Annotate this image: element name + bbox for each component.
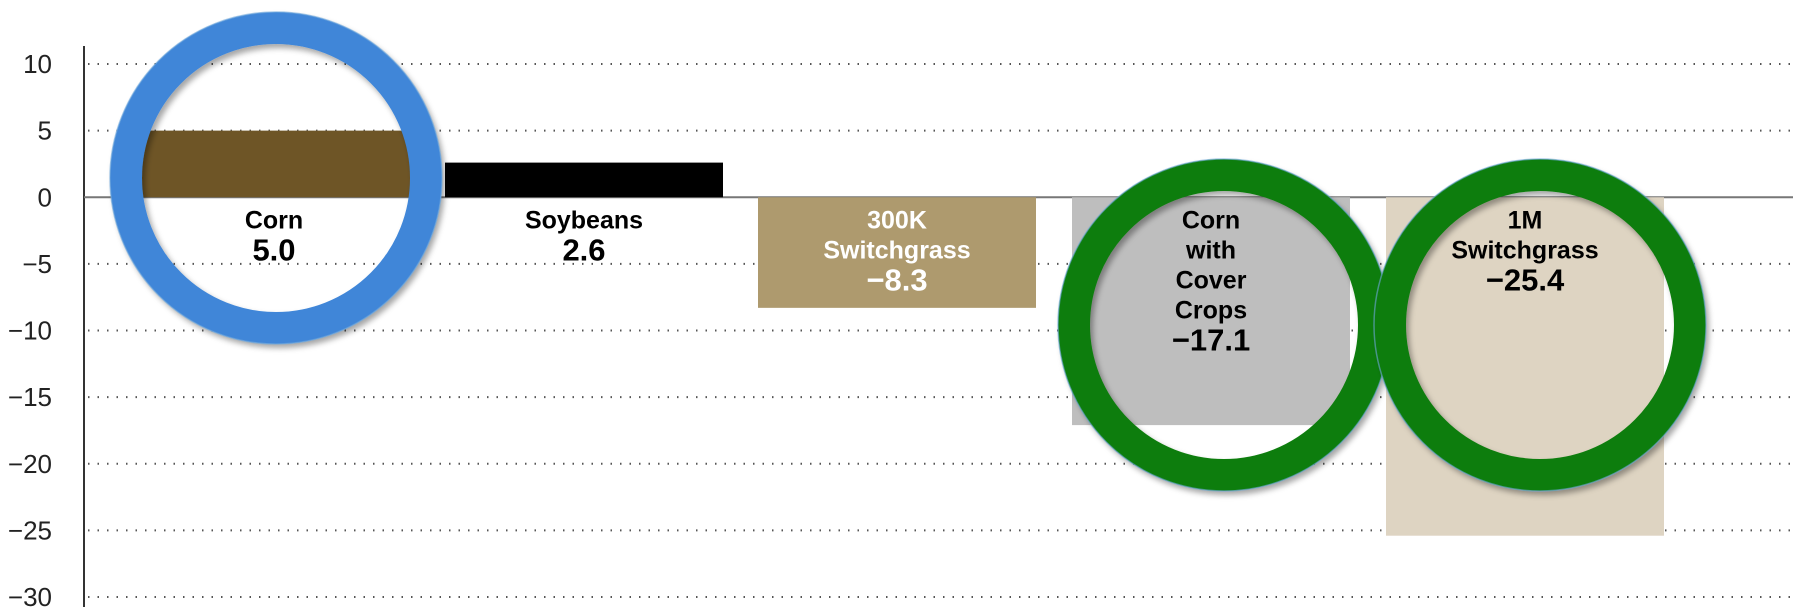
y-tick-label: −15 [8,382,52,412]
bar [135,130,413,198]
y-tick-label: 0 [38,182,52,212]
y-tick-label: −5 [22,249,52,279]
category-label: with [1185,236,1236,264]
bars [135,130,1664,536]
bar [445,162,723,198]
y-tick-label: 5 [38,116,52,146]
category-label: 1M [1508,206,1543,234]
bar [758,197,1036,308]
category-label: Soybeans [525,206,643,234]
value-label: 2.6 [562,232,605,267]
value-label: −8.3 [866,262,927,297]
category-label: Corn [1182,206,1240,234]
highlight-circle-outline [109,11,443,345]
highlight-circle [110,12,442,344]
y-tick-label: −30 [8,582,52,609]
category-label: Crops [1175,296,1247,324]
y-axis-ticks: 10 5 0 −5 −10 −15 −20 −25 −30 [8,49,52,609]
category-label: 300K [867,206,927,234]
category-label: Cover [1176,266,1247,294]
highlight-circle [1374,159,1706,491]
y-tick-label: −25 [8,515,52,545]
y-tick-label: 10 [23,49,52,79]
highlight-circles [109,11,1707,492]
y-tick-label: −10 [8,316,52,346]
y-tick-label: −20 [8,449,52,479]
bar-labels: Corn5.0Soybeans2.6300KSwitchgrass−8.3Cor… [245,206,1599,357]
highlight-circle-outline [1373,158,1707,492]
category-label: Switchgrass [1451,236,1598,264]
value-label: −25.4 [1486,262,1565,297]
category-label: Switchgrass [823,236,970,264]
category-label: Corn [245,206,303,234]
value-label: 5.0 [252,232,295,267]
value-label: −17.1 [1172,322,1250,357]
